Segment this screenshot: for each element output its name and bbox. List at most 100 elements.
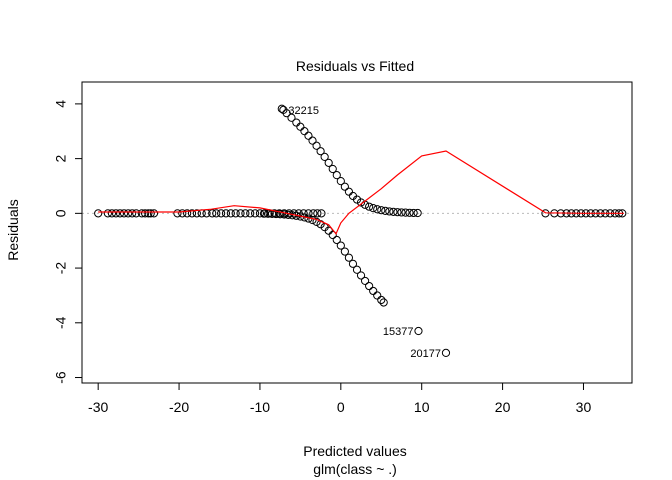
data-point — [226, 209, 235, 218]
data-point — [409, 208, 418, 218]
x-tick-label: 10 — [414, 399, 430, 415]
x-tick-label: -20 — [169, 399, 189, 415]
data-point — [381, 206, 390, 215]
data-point — [401, 208, 410, 217]
labeled-data-point — [414, 326, 423, 336]
data-point — [246, 209, 255, 218]
data-point — [379, 298, 388, 307]
x-tick-label: 30 — [576, 399, 592, 415]
smooth-trend-line — [98, 150, 624, 236]
data-point — [250, 209, 260, 218]
data-point — [324, 158, 333, 167]
data-point — [377, 295, 386, 305]
y-tick-label: 4 — [53, 100, 69, 108]
data-point — [332, 171, 341, 180]
data-point — [344, 187, 354, 196]
point-label: 15377 — [383, 326, 414, 338]
data-point — [356, 271, 366, 280]
data-point — [413, 208, 422, 218]
data-point — [348, 259, 358, 268]
data-point — [144, 209, 153, 218]
x-axis-sublabel: glm(class ~ .) — [313, 461, 397, 477]
data-point — [316, 147, 325, 156]
data-point — [360, 276, 370, 286]
data-point — [263, 209, 273, 218]
data-point — [146, 209, 155, 218]
data-point — [352, 265, 362, 274]
smooth-line-layer — [98, 150, 624, 236]
data-point — [304, 131, 313, 140]
data-point — [397, 208, 406, 217]
data-point — [336, 241, 345, 250]
x-axis-label: Predicted values — [303, 443, 407, 459]
data-point — [287, 113, 296, 122]
data-point — [111, 209, 121, 218]
y-axis-label: Residuals — [5, 199, 21, 260]
labeled-data-point — [441, 348, 451, 357]
data-point — [124, 209, 133, 218]
data-point — [328, 164, 337, 174]
data-point — [277, 104, 286, 113]
data-point — [332, 235, 341, 245]
data-point — [320, 152, 329, 162]
data-point — [377, 206, 386, 215]
data-point — [173, 209, 182, 218]
data-point — [336, 177, 345, 186]
data-point — [389, 207, 398, 216]
data-point — [149, 209, 159, 218]
data-point — [308, 136, 317, 145]
data-point — [128, 209, 137, 218]
data-point — [312, 217, 321, 226]
data-point — [119, 209, 129, 218]
data-point — [94, 209, 103, 218]
data-point — [236, 209, 245, 218]
data-point — [107, 209, 117, 218]
data-point — [276, 210, 285, 219]
plot-frame — [81, 81, 633, 384]
x-tick-label: -30 — [88, 399, 108, 415]
data-point — [340, 182, 349, 191]
data-point — [300, 127, 309, 136]
data-point — [192, 209, 201, 218]
data-point — [178, 209, 187, 218]
y-tick-label: -2 — [53, 262, 69, 275]
points-layer — [94, 104, 627, 357]
point-label: 20177 — [410, 348, 441, 360]
chart-title: Residuals vs Fitted — [296, 58, 414, 74]
data-point — [292, 118, 301, 127]
data-point — [208, 209, 217, 218]
data-point — [373, 205, 382, 214]
y-tick-label: -4 — [53, 316, 69, 329]
y-tick-label: 2 — [53, 155, 69, 163]
data-point — [385, 207, 394, 216]
data-point — [356, 198, 366, 207]
data-point — [255, 209, 265, 218]
data-point — [317, 209, 326, 218]
data-point — [231, 209, 240, 218]
data-point — [369, 204, 378, 213]
data-point — [328, 230, 337, 240]
point-labels: 32215 15377 20177 — [288, 105, 441, 360]
data-point — [103, 209, 112, 218]
data-point — [365, 281, 374, 291]
data-point — [137, 209, 146, 218]
data-point — [405, 208, 414, 217]
data-point — [115, 209, 125, 218]
labeled-data-point — [279, 105, 288, 115]
data-point — [324, 226, 333, 235]
data-point — [217, 209, 226, 218]
y-axis: -6 -4 -2 0 2 4 — [53, 100, 83, 384]
data-point — [132, 209, 141, 218]
data-point — [212, 209, 221, 218]
x-tick-label: -10 — [250, 399, 270, 415]
data-point — [313, 209, 322, 218]
data-point — [259, 209, 269, 218]
data-point — [369, 286, 378, 296]
x-axis: -30 -20 -10 0 10 20 30 — [88, 382, 592, 415]
data-point — [221, 209, 231, 218]
data-point — [187, 209, 197, 218]
data-point — [183, 209, 192, 218]
data-point — [340, 247, 349, 256]
data-point — [280, 210, 289, 219]
